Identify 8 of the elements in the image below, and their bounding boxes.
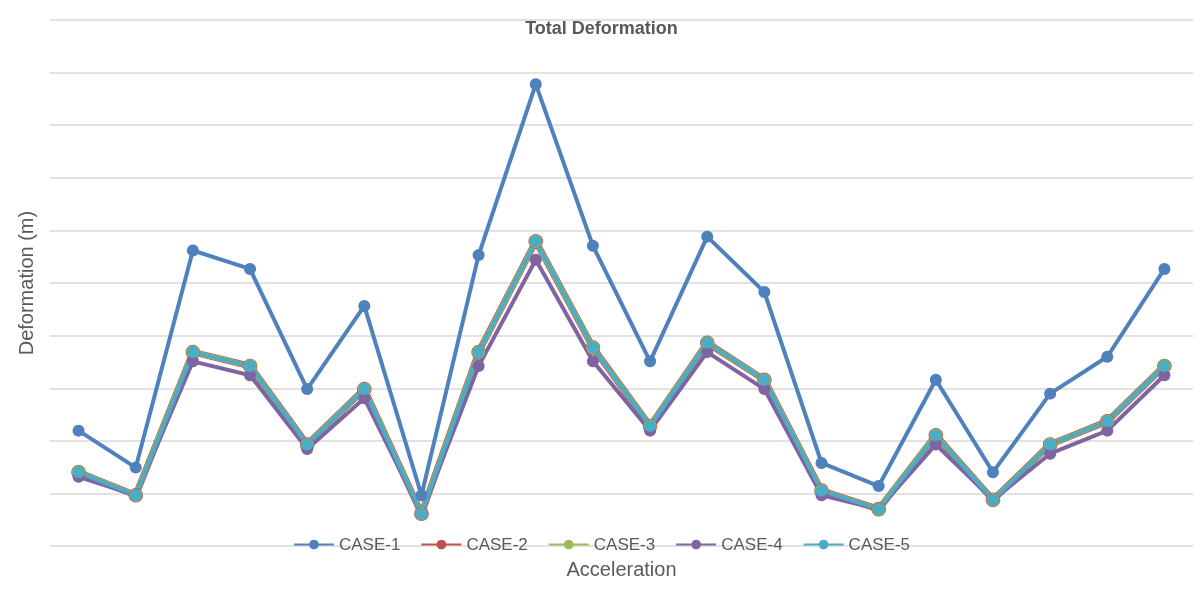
y-axis-title: Deformation (m) <box>15 210 37 356</box>
legend-label: CASE-4 <box>721 535 783 554</box>
chart-title: Total Deformation <box>525 18 678 38</box>
legend-label: CASE-2 <box>466 535 528 554</box>
legend-label: CASE-1 <box>338 535 401 554</box>
x-axis-title: Acceleration <box>566 558 677 580</box>
legend-label: CASE-3 <box>593 535 656 554</box>
legend-label: CASE-5 <box>848 535 911 554</box>
